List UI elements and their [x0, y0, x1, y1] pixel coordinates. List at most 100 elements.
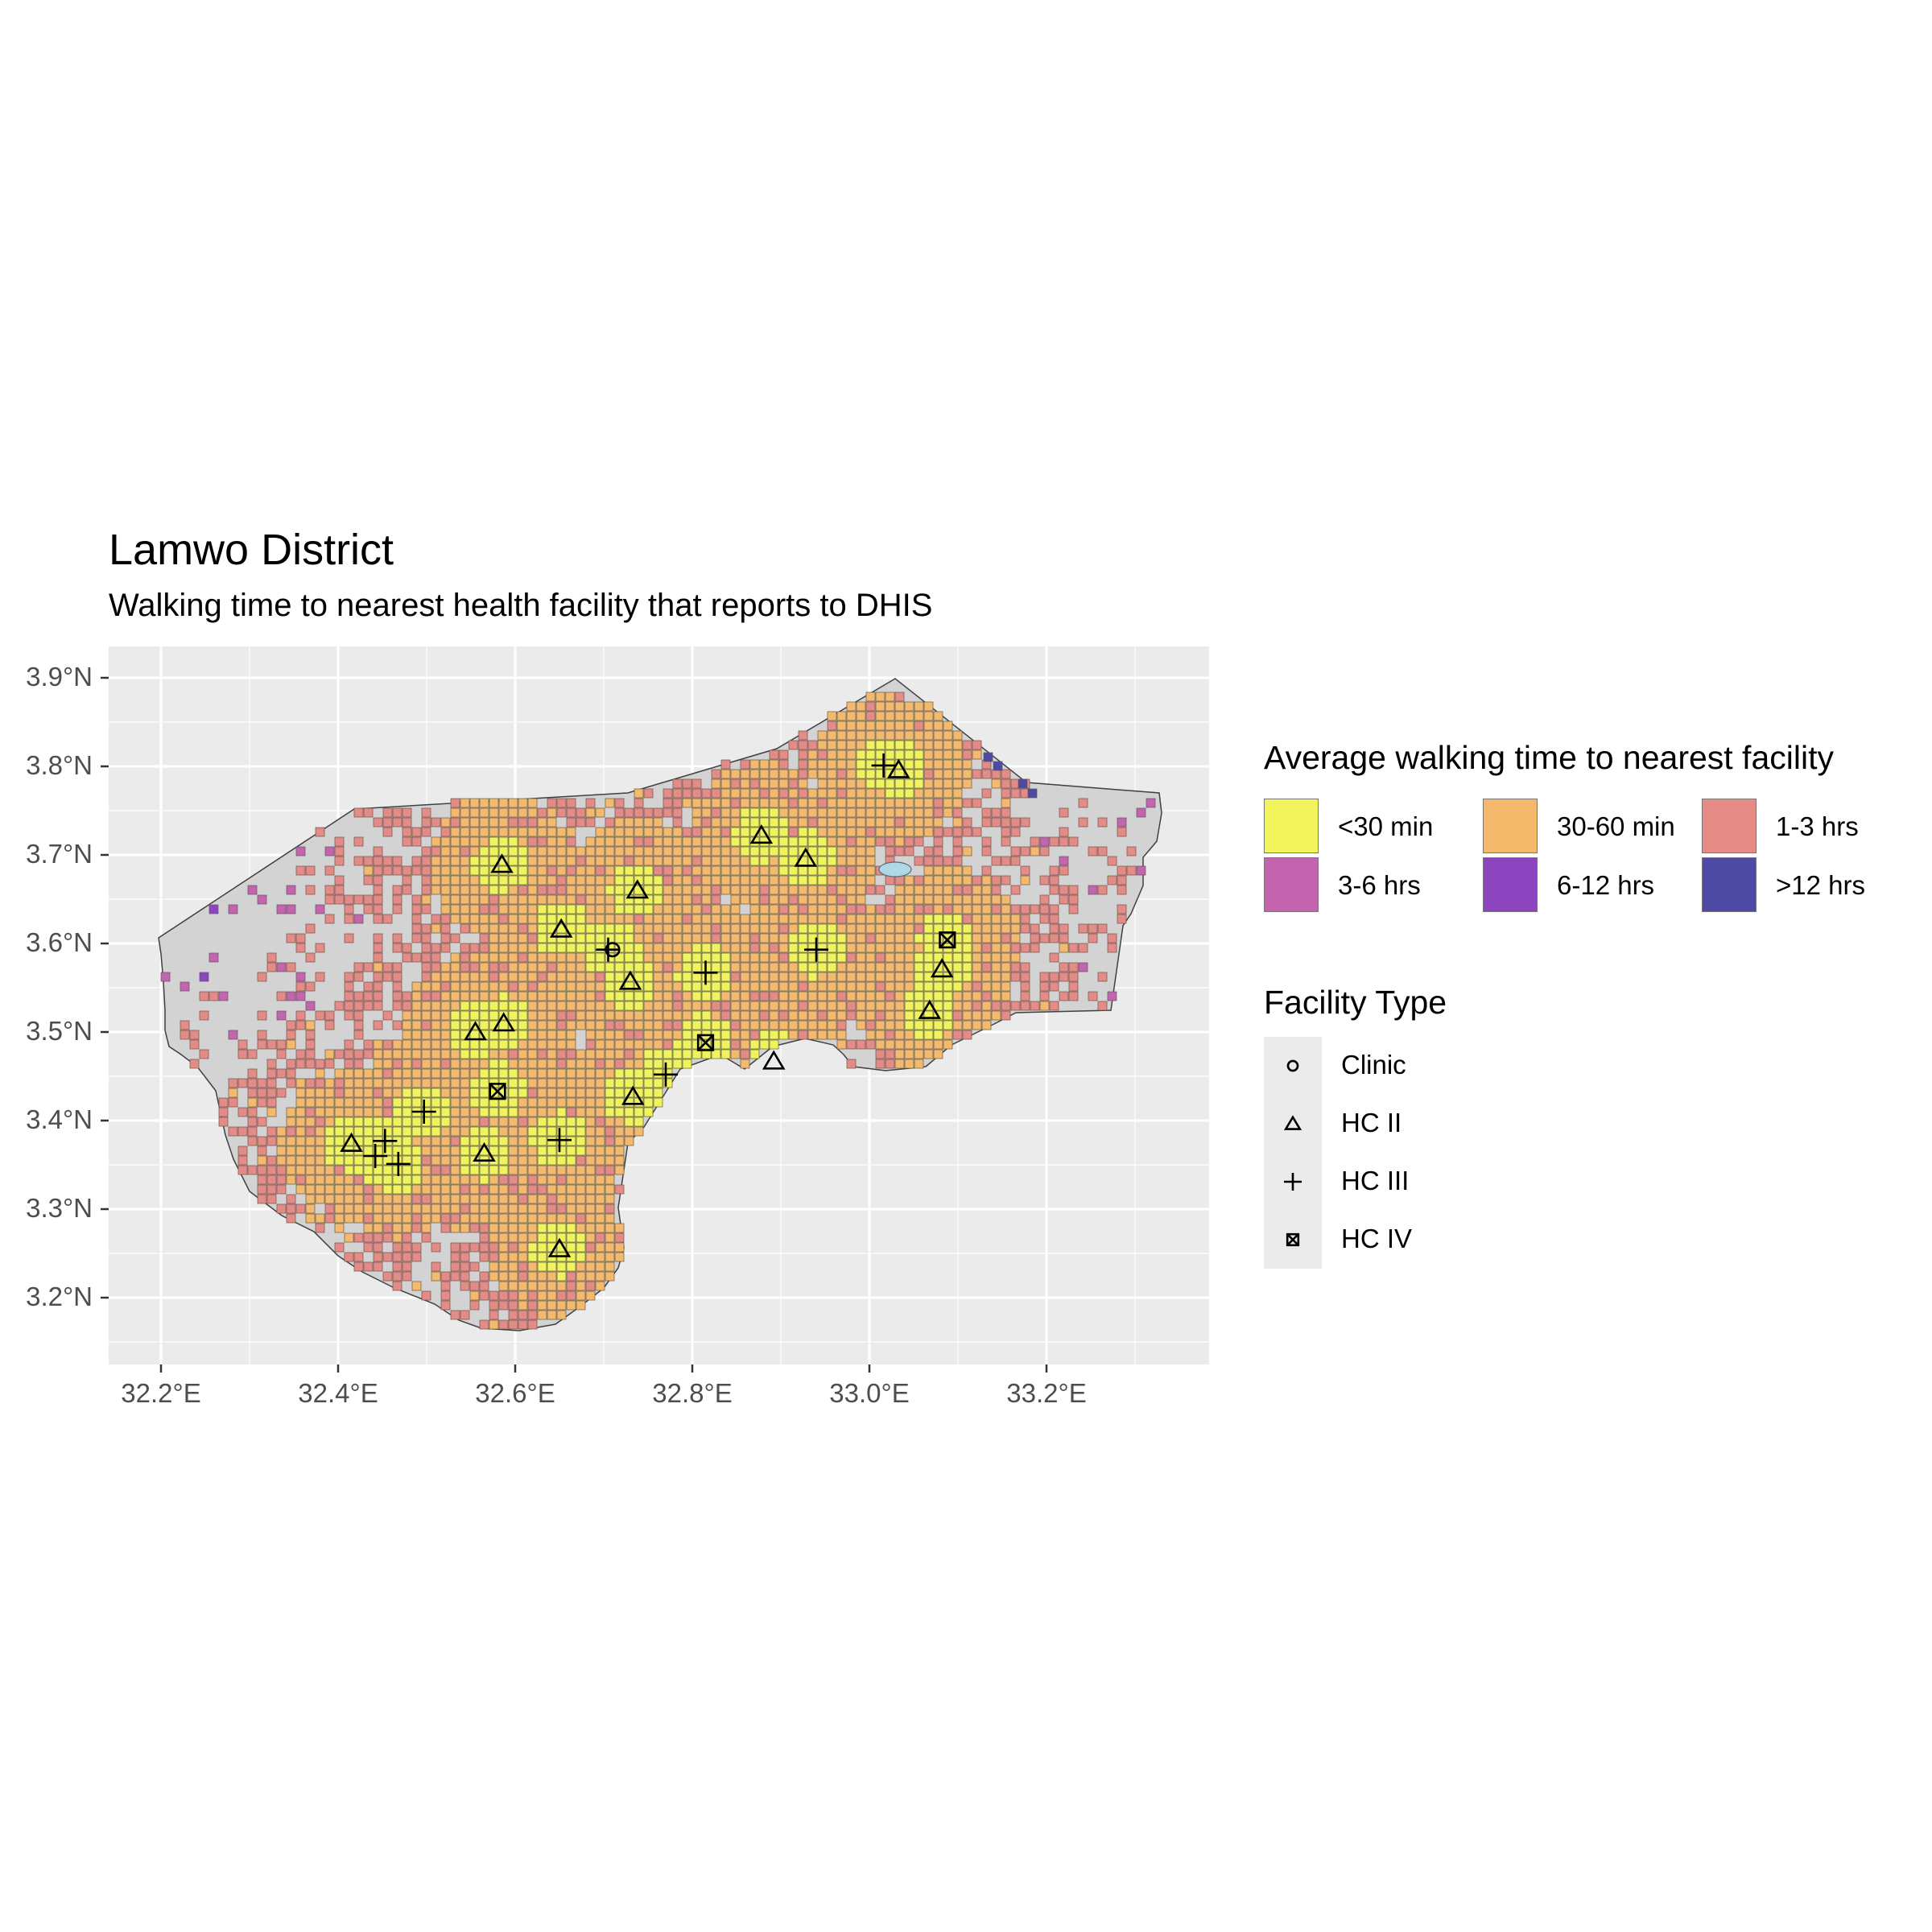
walking-time-cell [663, 1010, 673, 1021]
walking-time-cell [411, 1223, 422, 1233]
walking-time-cell [885, 798, 895, 808]
walking-time-cell [923, 1039, 934, 1050]
walking-time-cell [324, 1088, 335, 1098]
walking-time-cell [576, 1203, 586, 1214]
walking-time-cell [421, 962, 431, 972]
walking-time-cell [421, 865, 431, 876]
walking-time-cell [440, 817, 451, 828]
walking-time-cell [634, 817, 644, 828]
walking-time-cell [344, 991, 354, 1001]
walking-time-cell [605, 1097, 615, 1108]
walking-time-cell [537, 1068, 547, 1079]
walking-time-cell [740, 1039, 750, 1050]
walking-time-cell [624, 904, 634, 914]
walking-time-cell [788, 904, 799, 914]
walking-time-cell [730, 875, 741, 886]
walking-time-cell [489, 991, 499, 1001]
walking-time-cell [489, 798, 499, 808]
walking-time-cell [943, 1020, 953, 1030]
walking-time-cell [469, 1136, 480, 1146]
walking-time-cell [373, 875, 383, 886]
walking-time-cell [286, 885, 296, 895]
walking-time-cell [489, 807, 499, 818]
walking-time-cell [489, 1126, 499, 1137]
walking-time-cell [527, 1213, 538, 1224]
walking-time-cell [440, 991, 451, 1001]
walking-time-cell [295, 933, 306, 943]
walking-time-cell [324, 1165, 335, 1175]
walking-time-cell [440, 1107, 451, 1117]
y-tick-label: 3.7°N [26, 839, 93, 869]
walking-time-cell [605, 1001, 615, 1011]
walking-time-cell [498, 1232, 509, 1243]
walking-time-cell [402, 1203, 412, 1214]
walking-time-cell [382, 1078, 393, 1088]
walking-time-cell [334, 1136, 345, 1146]
facility-marker [373, 1129, 398, 1154]
walking-time-cell [527, 1001, 538, 1011]
walking-time-cell [498, 923, 509, 934]
walking-time-cell [817, 972, 828, 982]
walking-time-cell [904, 1049, 914, 1059]
walking-time-cell [556, 836, 567, 847]
walking-time-cell [923, 720, 934, 731]
walking-time-cell [875, 827, 886, 837]
walking-time-cell [730, 933, 741, 943]
walking-time-cell [566, 1281, 576, 1291]
walking-time-cell [749, 972, 760, 982]
walking-time-cell [411, 856, 422, 866]
facility-legend-label: Clinic [1341, 1050, 1406, 1080]
walking-time-cell [943, 1001, 953, 1011]
walking-time-cell [508, 817, 518, 828]
walking-time-cell [469, 1203, 480, 1214]
walking-time-cell [875, 836, 886, 847]
walking-time-cell [527, 894, 538, 905]
walking-time-cell [518, 885, 528, 895]
walking-time-cell [489, 972, 499, 982]
walking-time-cell [624, 991, 634, 1001]
walking-time-cell [450, 875, 460, 886]
walking-time-cell [595, 1213, 605, 1224]
walking-time-cell [769, 788, 779, 799]
walking-time-cell [382, 1203, 393, 1214]
walking-time-cell [605, 836, 615, 847]
walking-time-cell [324, 894, 335, 905]
walking-time-cell [421, 1049, 431, 1059]
walking-time-cell [972, 923, 982, 934]
walking-time-cell [469, 1059, 480, 1069]
walking-time-cell [894, 885, 905, 895]
walking-time-cell [624, 981, 634, 992]
walking-time-cell [1001, 778, 1011, 789]
walking-time-cell [981, 894, 992, 905]
walking-time-cell [904, 798, 914, 808]
walking-time-cell [836, 778, 847, 789]
walking-time-cell [972, 827, 982, 837]
walking-time-cell [508, 836, 518, 847]
walking-time-cell [527, 1030, 538, 1040]
walking-time-cell [276, 1203, 287, 1214]
walking-time-cell [353, 1203, 364, 1214]
walking-time-cell [537, 962, 547, 972]
walking-time-cell [653, 952, 663, 963]
walking-time-cell [720, 807, 731, 818]
walking-time-cell [585, 1281, 596, 1291]
walking-time-cell [460, 991, 470, 1001]
walking-time-cell [353, 807, 364, 818]
walking-time-cell [798, 885, 808, 895]
walking-time-cell [711, 865, 721, 876]
walking-time-cell [933, 1030, 943, 1040]
walking-time-cell [508, 923, 518, 934]
walking-time-cell [566, 1049, 576, 1059]
walking-time-cell [624, 962, 634, 972]
walking-time-cell [527, 914, 538, 924]
walking-time-cell [527, 962, 538, 972]
walking-time-cell [460, 904, 470, 914]
walking-time-cell [952, 1001, 963, 1011]
walking-time-cell [1001, 875, 1011, 886]
walking-time-cell [595, 1271, 605, 1282]
walking-time-cell [894, 1020, 905, 1030]
walking-time-cell [894, 1059, 905, 1069]
walking-time-cell [807, 798, 818, 808]
walking-time-cell [353, 1213, 364, 1224]
walking-time-cell [643, 1059, 654, 1069]
